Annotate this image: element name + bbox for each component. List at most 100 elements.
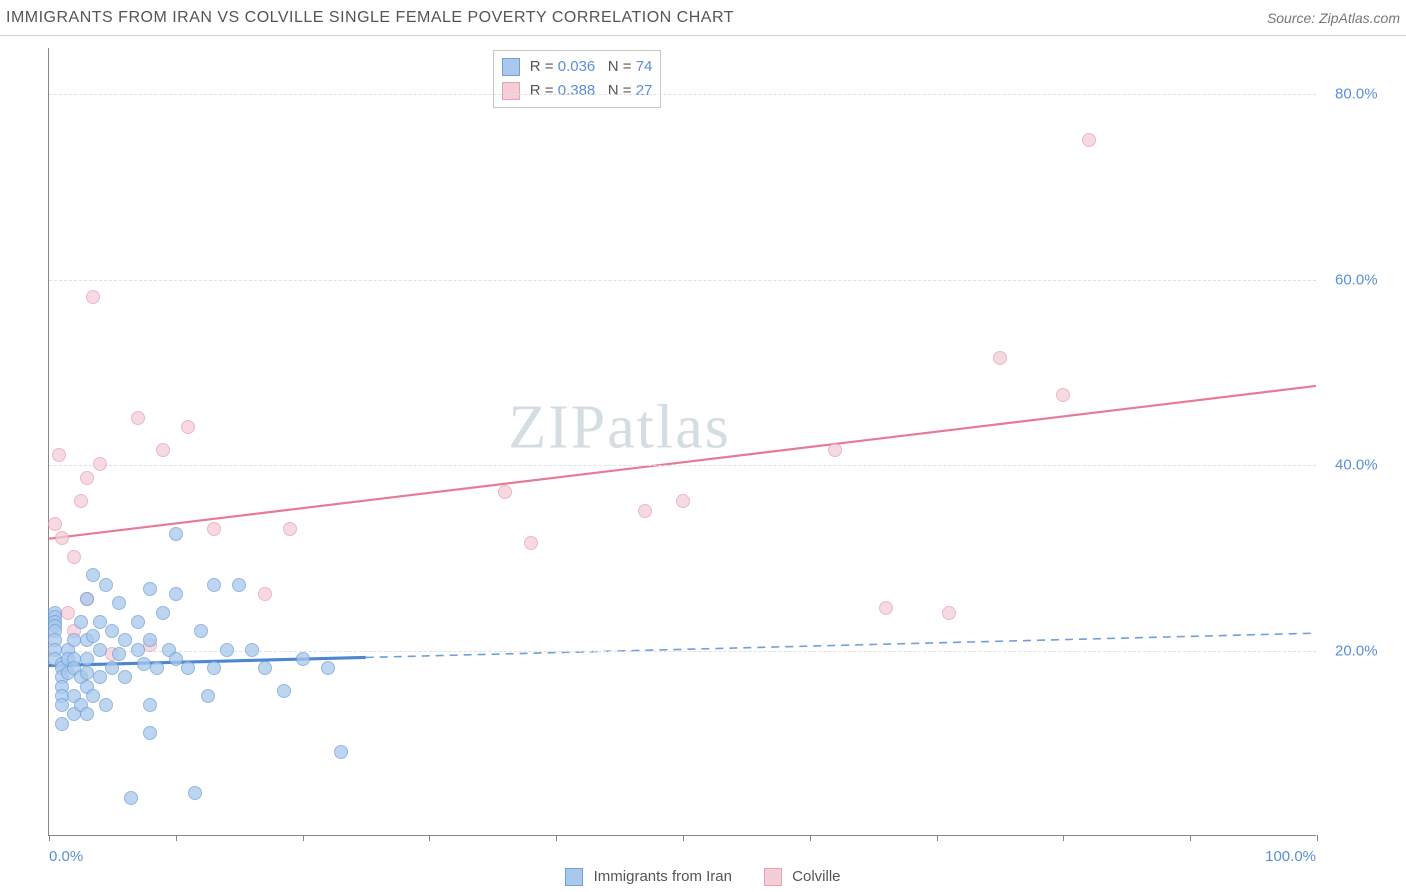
chart-header: IMMIGRANTS FROM IRAN VS COLVILLE SINGLE … xyxy=(0,0,1406,36)
gridline xyxy=(49,651,1316,652)
data-point xyxy=(207,522,221,536)
data-point xyxy=(80,652,94,666)
y-tick-label: 40.0% xyxy=(1335,457,1386,474)
x-tick-label: 100.0% xyxy=(1265,848,1316,865)
data-point xyxy=(828,443,842,457)
data-point xyxy=(124,791,138,805)
data-point xyxy=(321,661,335,675)
data-point xyxy=(55,698,69,712)
data-point xyxy=(638,504,652,518)
correlation-legend: R = 0.036 N = 74 R = 0.388 N = 27 xyxy=(493,50,662,108)
x-tick xyxy=(429,835,430,841)
data-point xyxy=(258,587,272,601)
chart-title: IMMIGRANTS FROM IRAN VS COLVILLE SINGLE … xyxy=(6,9,734,27)
x-tick-label: 0.0% xyxy=(49,848,83,865)
source-attribution: Source: ZipAtlas.com xyxy=(1267,10,1400,26)
data-point xyxy=(80,471,94,485)
data-point xyxy=(201,689,215,703)
data-point xyxy=(258,661,272,675)
data-point xyxy=(169,652,183,666)
data-point xyxy=(86,568,100,582)
legend-swatch xyxy=(502,82,520,100)
x-tick xyxy=(937,835,938,841)
data-point xyxy=(676,494,690,508)
data-point xyxy=(99,578,113,592)
data-point xyxy=(131,643,145,657)
data-point xyxy=(156,443,170,457)
y-tick-label: 20.0% xyxy=(1335,642,1386,659)
data-point xyxy=(194,624,208,638)
data-point xyxy=(143,633,157,647)
data-point xyxy=(150,661,164,675)
data-point xyxy=(207,661,221,675)
series-legend: Immigrants from Iran Colville xyxy=(0,868,1406,886)
data-point xyxy=(93,643,107,657)
data-point xyxy=(112,647,126,661)
watermark: ZIPatlas xyxy=(508,393,731,464)
legend-item-iran: Immigrants from Iran xyxy=(565,868,732,886)
data-point xyxy=(48,517,62,531)
data-point xyxy=(277,684,291,698)
gridline xyxy=(49,465,1316,466)
data-point xyxy=(143,582,157,596)
data-point xyxy=(55,717,69,731)
data-point xyxy=(143,726,157,740)
x-tick xyxy=(49,835,50,841)
data-point xyxy=(334,745,348,759)
legend-swatch-colville xyxy=(764,868,782,886)
legend-item-colville: Colville xyxy=(764,868,841,886)
data-point xyxy=(181,420,195,434)
data-point xyxy=(993,351,1007,365)
y-tick-label: 80.0% xyxy=(1335,86,1386,103)
data-point xyxy=(283,522,297,536)
data-point xyxy=(80,592,94,606)
data-point xyxy=(169,527,183,541)
x-tick xyxy=(1317,835,1318,841)
data-point xyxy=(86,629,100,643)
data-point xyxy=(143,698,157,712)
data-point xyxy=(131,411,145,425)
x-tick xyxy=(176,835,177,841)
data-point xyxy=(86,689,100,703)
trend-line xyxy=(366,633,1316,657)
x-tick xyxy=(1063,835,1064,841)
data-point xyxy=(220,643,234,657)
data-point xyxy=(169,587,183,601)
x-tick xyxy=(683,835,684,841)
data-point xyxy=(52,448,66,462)
data-point xyxy=(86,290,100,304)
plot-area: ZIPatlas R = 0.036 N = 74 R = 0.388 N = … xyxy=(48,48,1316,836)
data-point xyxy=(105,661,119,675)
trend-lines-svg xyxy=(49,48,1316,835)
data-point xyxy=(1082,133,1096,147)
data-point xyxy=(55,531,69,545)
gridline xyxy=(49,280,1316,281)
data-point xyxy=(93,457,107,471)
data-point xyxy=(74,494,88,508)
data-point xyxy=(245,643,259,657)
data-point xyxy=(93,615,107,629)
data-point xyxy=(232,578,246,592)
gridline xyxy=(49,94,1316,95)
data-point xyxy=(93,670,107,684)
data-point xyxy=(879,601,893,615)
data-point xyxy=(188,786,202,800)
x-tick xyxy=(556,835,557,841)
data-point xyxy=(80,707,94,721)
data-point xyxy=(112,596,126,610)
data-point xyxy=(156,606,170,620)
x-tick xyxy=(810,835,811,841)
data-point xyxy=(942,606,956,620)
legend-swatch-iran xyxy=(565,868,583,886)
x-tick xyxy=(303,835,304,841)
data-point xyxy=(207,578,221,592)
trend-line xyxy=(49,386,1316,539)
legend-swatch xyxy=(502,58,520,76)
data-point xyxy=(524,536,538,550)
data-point xyxy=(67,550,81,564)
legend-row: R = 0.388 N = 27 xyxy=(502,79,653,103)
data-point xyxy=(498,485,512,499)
data-point xyxy=(1056,388,1070,402)
data-point xyxy=(99,698,113,712)
data-point xyxy=(296,652,310,666)
